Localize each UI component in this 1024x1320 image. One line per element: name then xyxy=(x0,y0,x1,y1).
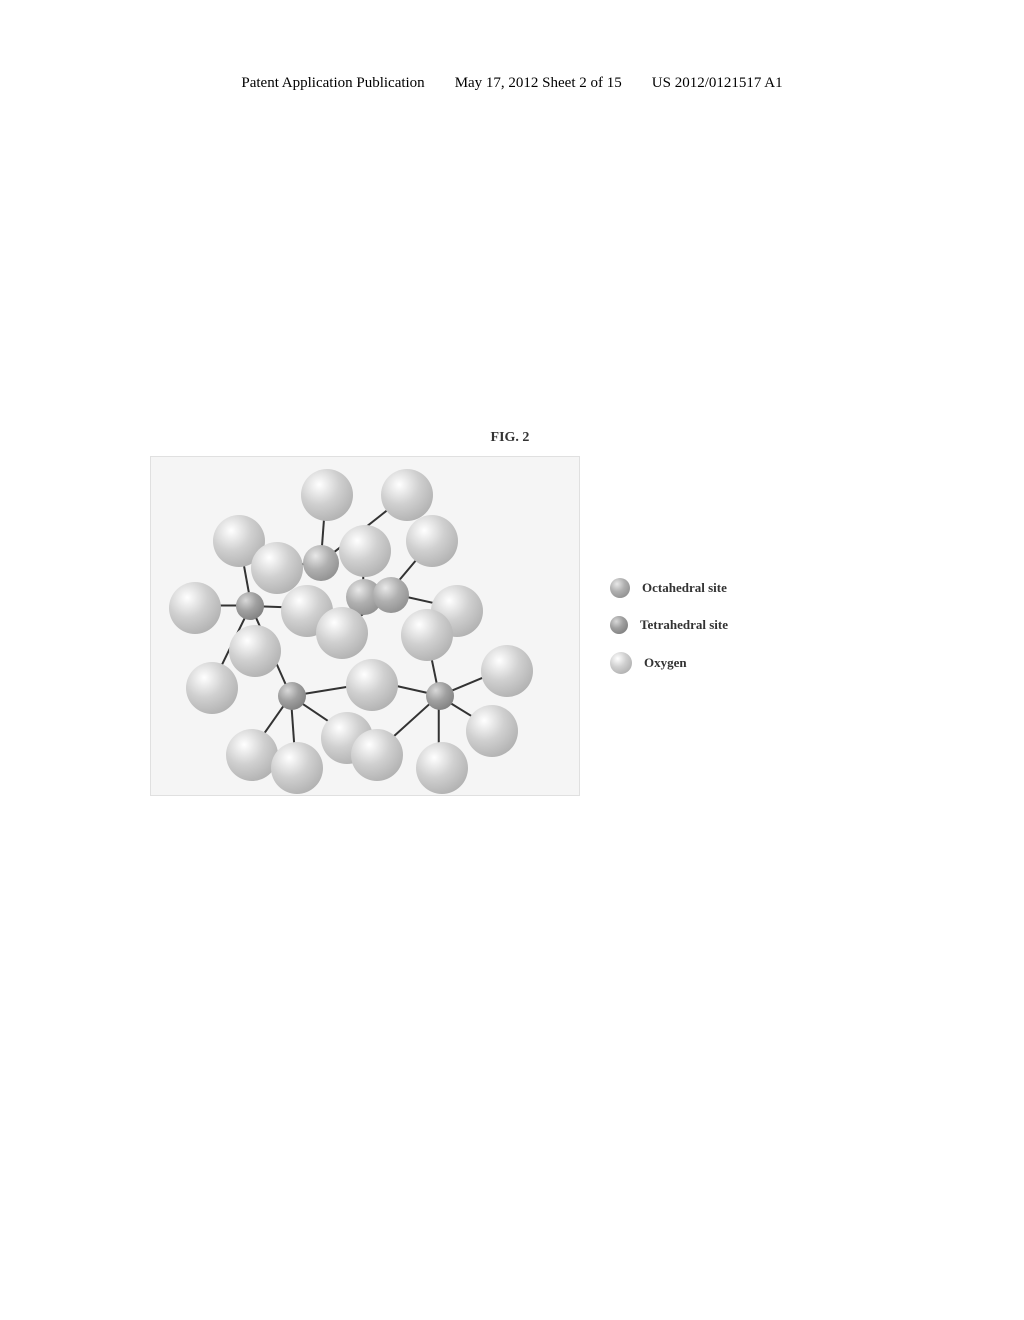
atom-sphere xyxy=(316,607,368,659)
figure-content: Octahedral site Tetrahedral site Oxygen xyxy=(150,456,870,796)
figure-container: FIG. 2 Octahedral site Tetrahedral site Ox… xyxy=(150,430,870,796)
legend-label: Octahedral site xyxy=(642,580,727,596)
atom-sphere xyxy=(251,542,303,594)
atom-sphere xyxy=(426,682,454,710)
crystal-structure-diagram xyxy=(150,456,580,796)
legend-sphere-icon xyxy=(610,616,628,634)
legend-sphere-icon xyxy=(610,578,630,598)
date-sheet-info: May 17, 2012 Sheet 2 of 15 xyxy=(455,75,622,92)
legend-label: Oxygen xyxy=(644,655,687,671)
figure-label: FIG. 2 xyxy=(150,430,870,446)
atom-sphere xyxy=(278,682,306,710)
legend-label: Tetrahedral site xyxy=(640,617,728,633)
atom-sphere xyxy=(303,545,339,581)
figure-legend: Octahedral site Tetrahedral site Oxygen xyxy=(610,578,728,674)
page-header: Patent Application Publication May 17, 2… xyxy=(0,75,1024,92)
legend-item: Oxygen xyxy=(610,652,728,674)
atom-sphere xyxy=(339,525,391,577)
legend-item: Octahedral site xyxy=(610,578,728,598)
atom-sphere xyxy=(401,609,453,661)
atom-sphere xyxy=(481,645,533,697)
atom-sphere xyxy=(351,729,403,781)
publication-type: Patent Application Publication xyxy=(241,75,424,92)
atom-sphere xyxy=(226,729,278,781)
atom-sphere xyxy=(236,592,264,620)
atom-sphere xyxy=(466,705,518,757)
atom-sphere xyxy=(381,469,433,521)
atom-sphere xyxy=(406,515,458,567)
atom-sphere xyxy=(373,577,409,613)
atom-sphere xyxy=(346,659,398,711)
atom-sphere xyxy=(186,662,238,714)
atom-sphere xyxy=(229,625,281,677)
legend-sphere-icon xyxy=(610,652,632,674)
atom-sphere xyxy=(301,469,353,521)
atom-sphere xyxy=(169,582,221,634)
publication-number: US 2012/0121517 A1 xyxy=(652,75,783,92)
atom-sphere xyxy=(416,742,468,794)
atom-sphere xyxy=(271,742,323,794)
legend-item: Tetrahedral site xyxy=(610,616,728,634)
